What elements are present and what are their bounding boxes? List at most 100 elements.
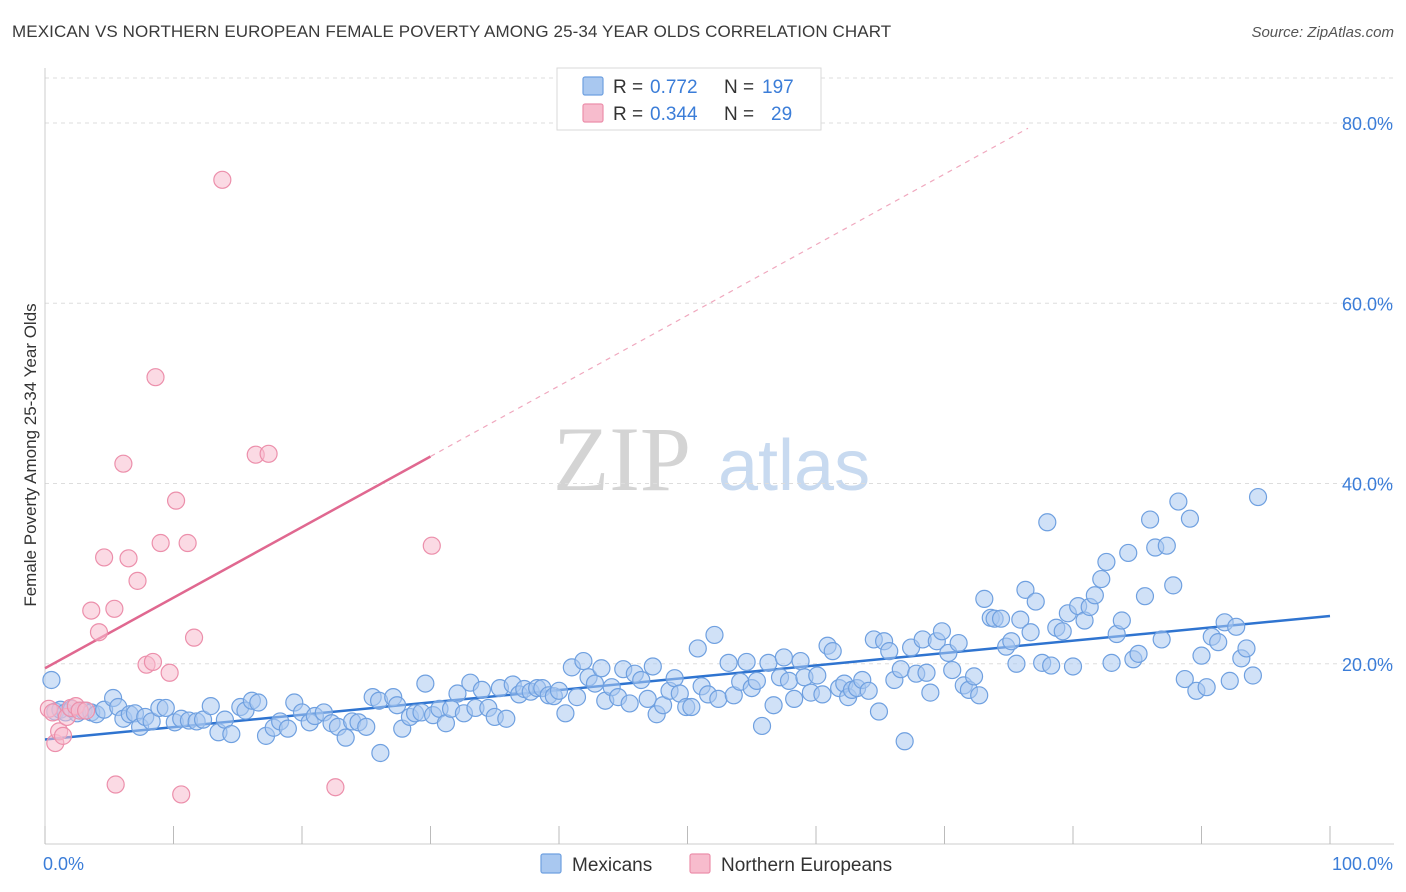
point-mexicans (970, 686, 989, 705)
x-tick-label: 100.0% (1332, 854, 1393, 874)
point-mexicans (1119, 543, 1138, 563)
point-mexicans (932, 622, 952, 641)
trend-line-extension (430, 127, 1029, 458)
legend-r-label: R = (613, 77, 643, 98)
point-mexicans (688, 639, 707, 658)
point-mexicans (682, 697, 701, 717)
trend-line-mexicans (44, 614, 1331, 741)
legend-swatch-northern-europeans (689, 853, 711, 874)
point-northern-europeans (422, 536, 441, 555)
point-mexicans (1021, 623, 1040, 642)
point-mexicans (497, 709, 516, 728)
legend-swatch-northern-europeans (582, 103, 604, 123)
point-mexicans (1092, 569, 1111, 589)
point-mexicans (1248, 487, 1268, 507)
point-mexicans (737, 652, 756, 672)
x-tick-label: 0.0% (43, 854, 84, 874)
point-mexicans (813, 685, 832, 704)
point-mexicans (638, 689, 657, 709)
point-mexicans (1197, 678, 1216, 697)
point-mexicans (1016, 580, 1035, 599)
point-northern-europeans (106, 775, 125, 794)
point-mexicans (643, 657, 662, 676)
point-mexicans (1140, 510, 1160, 529)
point-mexicans (156, 698, 175, 718)
point-northern-europeans (160, 663, 179, 682)
point-northern-europeans (114, 454, 133, 473)
point-mexicans (917, 663, 936, 682)
point-mexicans (943, 660, 962, 680)
point-mexicans (549, 681, 569, 700)
legend-top: R = 0.772 N = 197 R = 0.344 N = 29 (556, 67, 822, 131)
point-mexicans (779, 671, 799, 690)
y-tick-label: 80.0% (1342, 114, 1393, 134)
point-mexicans (1192, 646, 1211, 665)
legend-n-label: N = (724, 77, 754, 98)
point-mexicans (1227, 617, 1246, 636)
point-northern-europeans (89, 623, 109, 642)
data-points (39, 170, 1268, 804)
point-mexicans (891, 660, 910, 679)
point-mexicans (193, 710, 213, 729)
point-northern-europeans (166, 491, 186, 510)
legend-n-value: 197 (762, 77, 794, 98)
point-mexicans (869, 702, 889, 721)
watermark-atlas: atlas (718, 426, 870, 506)
trend-line-northern-europeans (44, 455, 432, 670)
point-mexicans (574, 651, 593, 671)
legend-n-value: 29 (771, 104, 792, 125)
point-mexicans (1129, 644, 1148, 663)
point-mexicans (1026, 592, 1045, 611)
point-mexicans (991, 609, 1011, 628)
point-mexicans (665, 669, 684, 688)
point-mexicans (567, 688, 587, 707)
legend-r-value: 0.772 (650, 77, 698, 98)
point-mexicans (1152, 630, 1171, 649)
point-northern-europeans (95, 548, 114, 567)
point-mexicans (336, 728, 355, 747)
point-mexicans (709, 689, 728, 709)
point-northern-europeans (119, 549, 138, 568)
point-mexicans (1112, 611, 1131, 630)
point-mexicans (42, 670, 61, 690)
point-mexicans (1002, 632, 1021, 651)
point-mexicans (752, 716, 772, 736)
legend-label-mexicans: Mexicans (572, 855, 652, 876)
point-mexicans (764, 696, 783, 715)
point-northern-europeans (143, 652, 163, 672)
point-mexicans (1180, 509, 1200, 528)
point-mexicans (1053, 622, 1072, 641)
legend-bottom: Mexicans Northern Europeans (540, 853, 892, 876)
point-mexicans (921, 683, 940, 702)
point-mexicans (808, 666, 827, 685)
point-mexicans (949, 633, 968, 653)
point-mexicans (1157, 536, 1176, 555)
point-mexicans (747, 671, 766, 690)
point-mexicans (719, 653, 738, 672)
point-mexicans (1169, 492, 1188, 511)
point-northern-europeans (53, 726, 73, 745)
point-mexicans (1007, 654, 1026, 673)
y-tick-label: 20.0% (1342, 655, 1393, 675)
y-tick-label: 60.0% (1342, 294, 1393, 314)
legend-r-label: R = (613, 104, 643, 125)
point-mexicans (1038, 513, 1057, 532)
point-mexicans (472, 680, 491, 699)
chart-title: MEXICAN VS NORTHERN EUROPEAN FEMALE POVE… (12, 22, 892, 41)
point-mexicans (222, 724, 241, 744)
tick-labels: 20.0% 40.0% 60.0% 80.0% 0.0% 100.0% (43, 114, 1393, 874)
y-tick-label: 40.0% (1342, 475, 1393, 495)
point-mexicans (705, 625, 724, 645)
legend-swatch-mexicans (582, 76, 604, 96)
point-mexicans (620, 694, 639, 713)
watermark-zip: ZIP (553, 408, 691, 510)
point-mexicans (249, 693, 268, 712)
legend-label-northern-europeans: Northern Europeans (721, 855, 892, 876)
point-northern-europeans (82, 601, 101, 620)
point-northern-europeans (151, 533, 170, 553)
point-northern-europeans (178, 533, 197, 553)
point-northern-europeans (184, 628, 204, 647)
point-mexicans (1243, 666, 1263, 685)
point-mexicans (416, 674, 435, 693)
